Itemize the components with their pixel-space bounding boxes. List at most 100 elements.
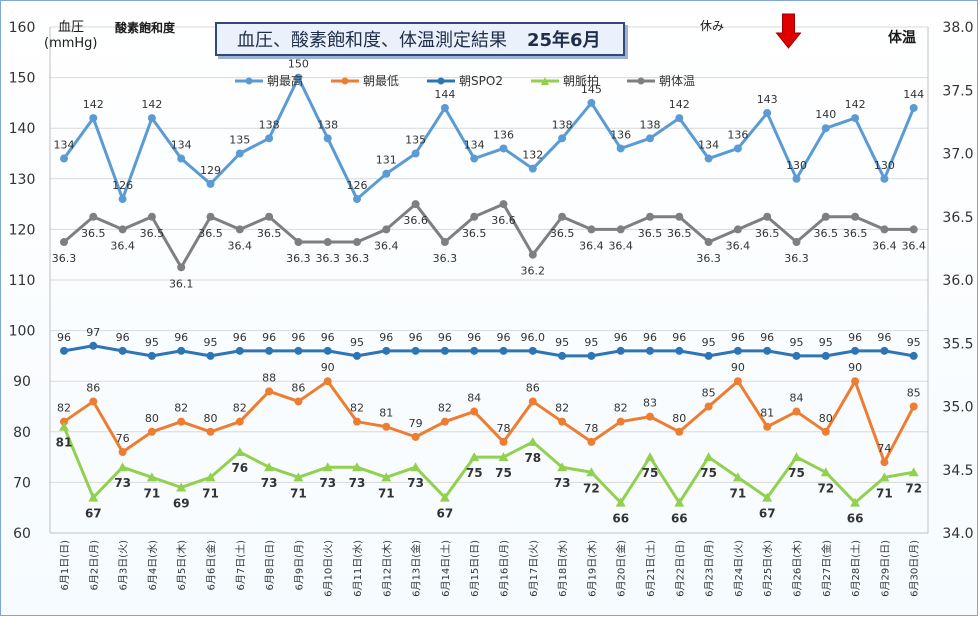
data-point-systolic	[792, 174, 801, 183]
data-point-spo2	[704, 351, 713, 360]
legend-label-spo2: 朝SPO2	[459, 74, 503, 88]
data-point-spo2	[763, 346, 772, 355]
x-tick-label: 6月26日(木)	[792, 540, 804, 597]
data-point-temp	[558, 212, 567, 221]
data-label-temp: 36.5	[198, 227, 223, 240]
data-point-temp	[587, 225, 596, 234]
data-point-systolic	[177, 154, 186, 163]
x-tick-label: 6月19日(木)	[586, 540, 598, 597]
right-axis-tick-label: 36.0	[942, 273, 973, 289]
data-point-spo2	[499, 346, 508, 355]
right-axis-tick-label: 38.0	[942, 20, 973, 36]
rest-day-arrow	[775, 13, 802, 49]
data-point-pulse	[498, 452, 509, 462]
data-label-pulse: 75	[642, 466, 659, 480]
data-label-systolic: 132	[522, 149, 543, 162]
data-point-systolic	[763, 109, 772, 118]
data-point-pulse	[205, 472, 216, 482]
x-tick-label: 6月5日(木)	[176, 540, 188, 591]
left-axis-tick-label: 110	[9, 273, 36, 289]
data-label-systolic: 126	[112, 179, 133, 192]
data-label-temp: 36.6	[491, 214, 516, 227]
data-point-systolic	[733, 144, 742, 153]
data-label-temp: 36.5	[814, 227, 839, 240]
data-label-spo2: 96	[321, 331, 335, 344]
data-point-diastolic	[646, 412, 654, 421]
data-point-pulse	[117, 462, 128, 472]
data-label-temp: 36.3	[784, 252, 809, 265]
x-tick-label: 6月20日(金)	[615, 540, 628, 597]
data-point-systolic	[499, 144, 508, 153]
data-label-pulse: 73	[319, 476, 336, 490]
data-label-systolic: 135	[405, 134, 426, 147]
data-point-pulse	[381, 472, 392, 482]
data-label-systolic: 136	[727, 128, 748, 141]
data-point-temp	[177, 263, 186, 272]
data-label-temp: 36.5	[843, 227, 868, 240]
data-point-pulse	[322, 462, 333, 472]
data-point-diastolic	[528, 397, 537, 406]
data-point-spo2	[147, 351, 156, 360]
data-point-temp	[411, 200, 420, 209]
data-point-spo2	[821, 351, 830, 360]
data-point-systolic	[89, 114, 98, 123]
legend-label-systolic: 朝最高	[267, 74, 304, 88]
data-point-systolic	[265, 134, 274, 143]
data-label-pulse: 66	[612, 512, 629, 526]
data-label-diastolic: 82	[555, 402, 569, 415]
data-label-pulse: 75	[466, 466, 483, 480]
data-label-spo2: 95	[145, 336, 159, 349]
data-label-spo2: 96	[116, 331, 130, 344]
data-point-systolic	[382, 169, 391, 178]
data-label-pulse: 75	[700, 466, 717, 480]
data-point-spo2	[880, 346, 889, 355]
data-point-diastolic	[470, 407, 479, 416]
data-point-temp	[323, 238, 332, 247]
data-label-systolic: 142	[83, 98, 104, 111]
data-label-pulse: 78	[524, 451, 541, 465]
data-label-spo2: 96	[409, 331, 423, 344]
data-point-pulse	[293, 472, 304, 482]
x-tick-label: 6月21日(土)	[644, 540, 657, 597]
data-point-pulse	[879, 472, 890, 482]
data-label-pulse: 67	[759, 507, 776, 521]
data-point-systolic	[440, 103, 449, 112]
series-line-diastolic	[63, 379, 916, 464]
x-tick-label: 6月1日(日)	[59, 540, 71, 591]
data-label-systolic: 134	[698, 139, 719, 152]
data-label-diastolic: 82	[350, 402, 364, 415]
data-label-temp: 36.3	[433, 252, 458, 265]
data-label-diastolic: 81	[379, 407, 393, 420]
data-point-spo2	[587, 351, 596, 360]
data-label-pulse: 73	[261, 476, 278, 490]
data-point-pulse	[264, 462, 275, 472]
data-label-systolic: 134	[464, 139, 485, 152]
data-point-pulse	[557, 462, 568, 472]
data-point-pulse	[234, 447, 245, 457]
data-label-diastolic: 90	[731, 361, 745, 374]
data-label-diastolic: 83	[643, 397, 657, 410]
data-point-systolic	[118, 195, 127, 204]
data-point-spo2	[235, 346, 244, 355]
data-label-spo2: 96	[174, 331, 188, 344]
data-point-systolic	[323, 134, 332, 143]
data-label-systolic: 126	[347, 179, 368, 192]
data-label-systolic: 143	[757, 93, 778, 106]
data-label-diastolic: 90	[321, 361, 335, 374]
data-label-temp: 36.4	[726, 239, 751, 252]
legend-item-diastolic: 朝最低	[331, 72, 399, 89]
data-label-temp: 36.5	[755, 227, 780, 240]
x-tick-label: 6月8日(日)	[264, 540, 276, 591]
data-label-temp: 36.5	[667, 227, 692, 240]
data-label-systolic: 142	[141, 98, 162, 111]
x-tick-label: 6月2日(月)	[88, 540, 100, 591]
left-axis-tick-label: 160	[9, 20, 36, 36]
data-label-pulse: 75	[788, 466, 805, 480]
left-axis-tick-label: 70	[13, 475, 31, 491]
data-label-diastolic: 82	[57, 402, 71, 415]
data-point-pulse	[469, 452, 480, 462]
legend-marker-diastolic	[331, 77, 360, 84]
data-point-spo2	[792, 351, 801, 360]
data-label-systolic: 144	[434, 88, 455, 101]
x-tick-label: 6月15日(日)	[469, 540, 481, 597]
